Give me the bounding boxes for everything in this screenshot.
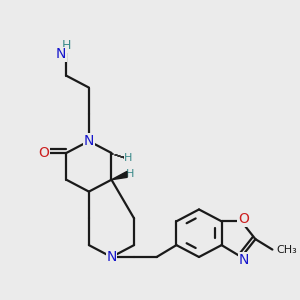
Text: N: N bbox=[84, 134, 94, 148]
Text: H: H bbox=[126, 169, 134, 179]
Text: N: N bbox=[56, 47, 66, 61]
Text: O: O bbox=[38, 146, 49, 160]
Text: H: H bbox=[61, 40, 71, 52]
Text: N: N bbox=[239, 253, 249, 267]
Text: H: H bbox=[124, 153, 133, 163]
Text: O: O bbox=[238, 212, 249, 226]
Polygon shape bbox=[112, 171, 127, 180]
Text: CH₃: CH₃ bbox=[277, 244, 297, 255]
Text: N: N bbox=[106, 250, 117, 264]
